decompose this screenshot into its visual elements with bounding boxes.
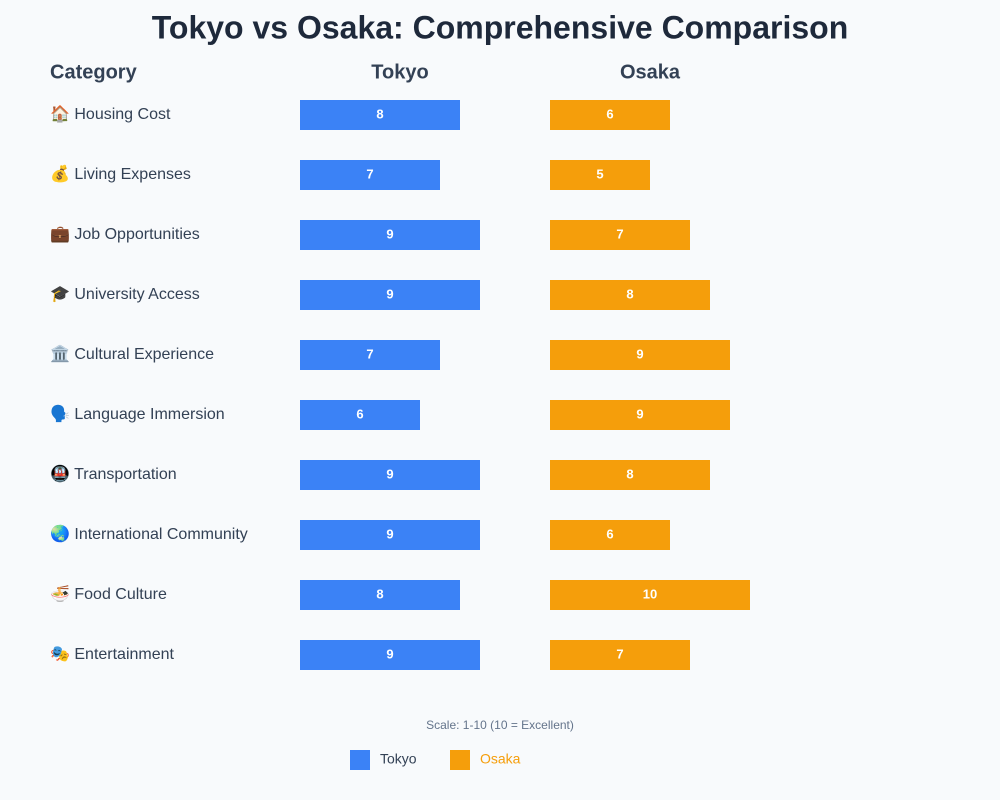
bar: [550, 220, 690, 250]
value-label: 9: [386, 226, 393, 241]
bar: [300, 220, 480, 250]
category-label: 🌏 International Community: [50, 524, 248, 543]
category-label: 🎭 Entertainment: [50, 646, 175, 663]
value-label: 8: [626, 466, 633, 481]
chart-title: Tokyo vs Osaka: Comprehensive Comparison: [152, 9, 849, 45]
bar: [550, 160, 650, 190]
bar: [300, 520, 480, 550]
column-header: Tokyo: [371, 61, 428, 83]
value-label: 7: [616, 226, 623, 241]
value-label: 9: [386, 466, 393, 481]
category-label: 🚇 Transportation: [50, 464, 177, 483]
category-label: 🏛️ Cultural Experience: [50, 344, 214, 363]
value-label: 8: [376, 586, 383, 601]
category-label: 🏠 Housing Cost: [50, 105, 171, 123]
bar: [550, 280, 710, 310]
value-label: 8: [626, 286, 633, 301]
value-label: 9: [386, 646, 393, 661]
legend-label: Osaka: [480, 751, 521, 767]
bar: [550, 520, 670, 550]
value-label: 5: [596, 166, 603, 181]
bar: [300, 460, 480, 490]
value-label: 7: [366, 166, 373, 181]
bar: [550, 640, 690, 670]
category-label: 💼 Job Opportunities: [50, 226, 200, 243]
value-label: 6: [356, 406, 363, 421]
bar: [300, 400, 420, 430]
value-label: 9: [636, 346, 643, 361]
value-label: 9: [386, 526, 393, 541]
bar: [300, 640, 480, 670]
category-label: 🎓 University Access: [50, 286, 200, 303]
scale-note: Scale: 1-10 (10 = Excellent): [426, 718, 574, 732]
legend-label: Tokyo: [380, 751, 417, 767]
bar: [550, 340, 730, 370]
bar: [300, 580, 460, 610]
bar: [550, 100, 670, 130]
category-label: 💰 Living Expenses: [50, 164, 191, 183]
bar: [300, 340, 440, 370]
bar: [300, 280, 480, 310]
bar: [300, 100, 460, 130]
column-header: Category: [50, 61, 138, 83]
category-label: 🗣️ Language Immersion: [50, 404, 225, 423]
column-header: Osaka: [620, 61, 681, 83]
value-label: 10: [643, 586, 657, 601]
legend-swatch: [350, 750, 370, 770]
bar: [550, 580, 750, 610]
bar: [550, 400, 730, 430]
value-label: 7: [616, 646, 623, 661]
category-label: 🍜 Food Culture: [50, 585, 167, 603]
value-label: 7: [366, 346, 373, 361]
value-label: 8: [376, 106, 383, 121]
bar: [300, 160, 440, 190]
legend-swatch: [450, 750, 470, 770]
value-label: 9: [386, 286, 393, 301]
bar: [550, 460, 710, 490]
value-label: 6: [606, 106, 613, 121]
value-label: 6: [606, 526, 613, 541]
value-label: 9: [636, 406, 643, 421]
